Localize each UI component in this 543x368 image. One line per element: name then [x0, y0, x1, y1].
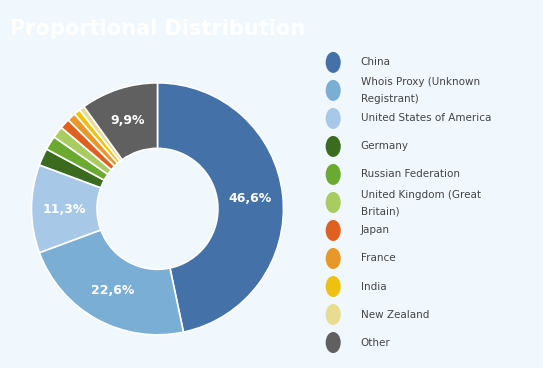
Text: 46,6%: 46,6%: [229, 192, 272, 205]
Text: Registrant): Registrant): [361, 94, 418, 105]
Circle shape: [326, 192, 340, 213]
Text: Britain): Britain): [361, 206, 399, 216]
Wedge shape: [74, 110, 120, 163]
Circle shape: [326, 304, 340, 325]
Text: China: China: [361, 57, 390, 67]
Text: Russian Federation: Russian Federation: [361, 169, 459, 180]
Wedge shape: [54, 127, 111, 174]
Text: Japan: Japan: [361, 226, 389, 236]
Wedge shape: [157, 83, 283, 332]
Circle shape: [326, 276, 340, 297]
Wedge shape: [31, 165, 101, 253]
Text: 22,6%: 22,6%: [91, 284, 135, 297]
Wedge shape: [84, 83, 157, 160]
Circle shape: [326, 80, 340, 101]
Text: Germany: Germany: [361, 141, 408, 152]
Text: United States of America: United States of America: [361, 113, 491, 123]
Wedge shape: [40, 230, 184, 335]
Text: 11,3%: 11,3%: [42, 203, 86, 216]
Circle shape: [326, 108, 340, 129]
Wedge shape: [68, 114, 118, 166]
Wedge shape: [61, 120, 115, 170]
Circle shape: [326, 248, 340, 269]
Text: Whois Proxy (Unknown: Whois Proxy (Unknown: [361, 78, 479, 88]
Circle shape: [326, 220, 340, 241]
Text: Proportional Distribution: Proportional Distribution: [10, 19, 305, 39]
Text: France: France: [361, 254, 395, 263]
Wedge shape: [47, 137, 108, 180]
Circle shape: [326, 52, 340, 73]
Circle shape: [326, 164, 340, 185]
Text: New Zealand: New Zealand: [361, 309, 429, 319]
Circle shape: [326, 332, 340, 353]
Text: United Kingdom (Great: United Kingdom (Great: [361, 190, 481, 199]
Wedge shape: [40, 149, 104, 188]
Text: 9,9%: 9,9%: [111, 114, 145, 127]
Text: India: India: [361, 282, 386, 291]
Text: Other: Other: [361, 337, 390, 347]
Wedge shape: [79, 107, 122, 161]
Circle shape: [326, 136, 340, 157]
